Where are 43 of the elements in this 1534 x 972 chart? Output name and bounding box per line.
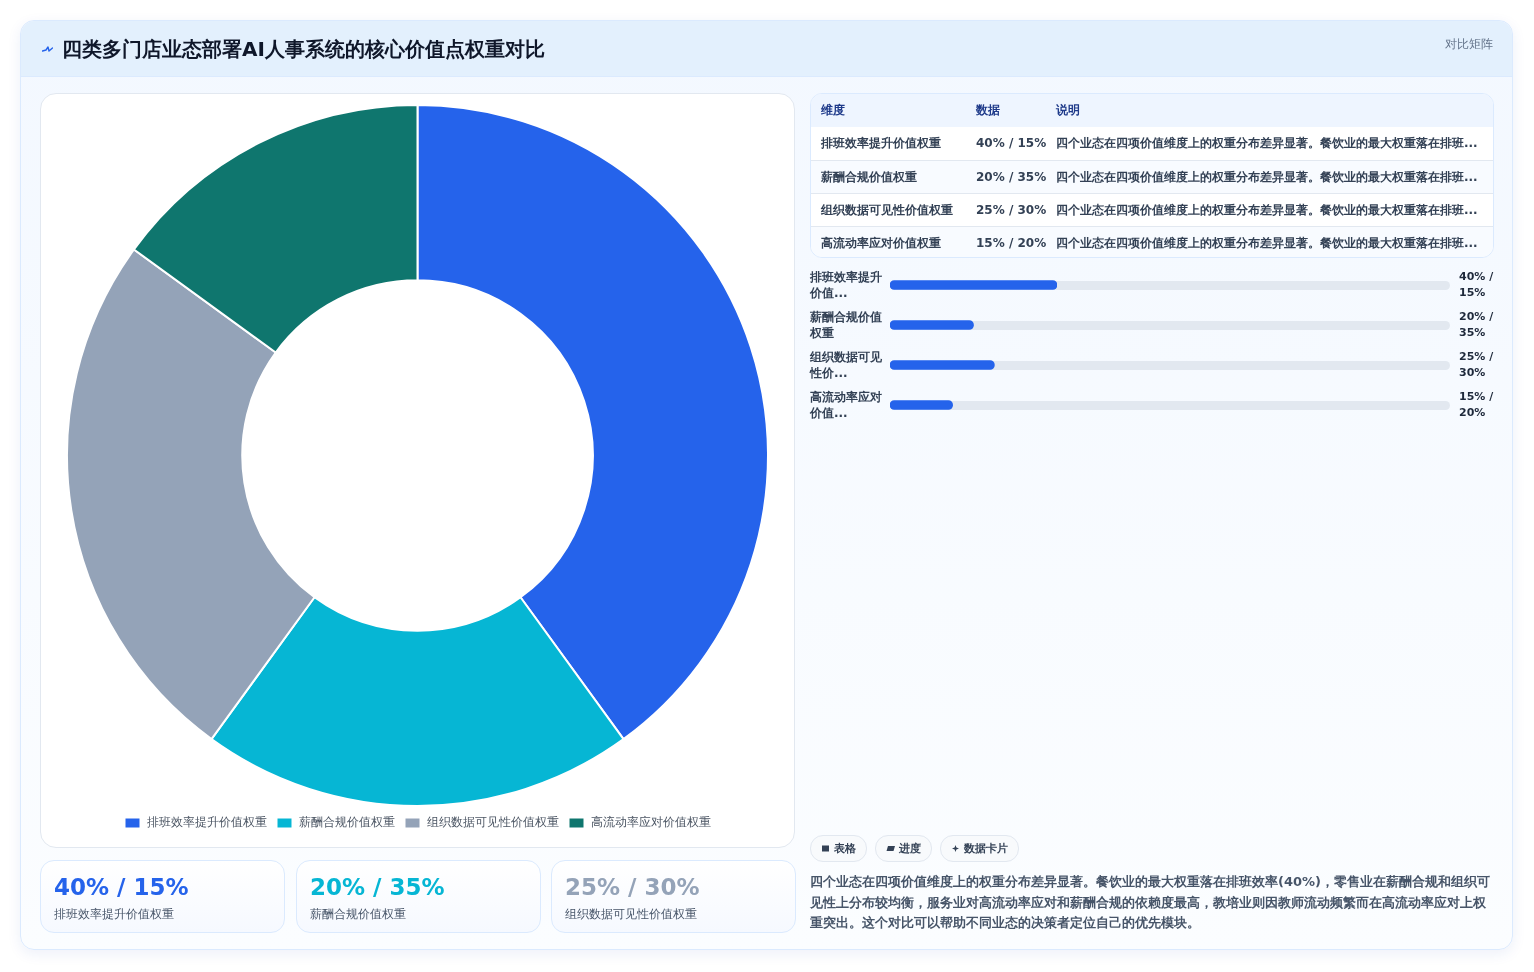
data-label: 15% / 20%: [1459, 389, 1495, 421]
bar: [890, 320, 974, 330]
text: 组织数据可见性价值权重: [821, 202, 953, 219]
text: 40% / 15%: [54, 874, 189, 900]
category-label: 组织数据可见性价值权重: [565, 906, 697, 922]
data-label: 25% / 30%: [1459, 349, 1495, 381]
chart-title: 四类多门店业态部署AI人事系统的核心价值点权重对比: [62, 36, 545, 62]
bar: [890, 360, 995, 370]
legend-label: 高流动率应对价值权重: [590, 815, 711, 830]
text: 对比矩阵: [1444, 36, 1493, 52]
text: 四个业态在四项价值维度上的权重分布差异显著。餐饮业的最大权重落在排班...: [1056, 202, 1478, 219]
category-label: 维度: [821, 102, 845, 119]
text: 四个业态在四项价值维度上的权重分布差异显著。餐饮业的最大权重落在排班...: [1056, 235, 1478, 252]
y-tick-label: 组织数据可见性价...: [810, 349, 883, 381]
bar: [890, 280, 1057, 290]
category-label: 说明: [1056, 102, 1080, 119]
category-label: 排班效率提升价值权重: [54, 906, 174, 922]
text: 四个业态在四项价值维度上的权重分布差异显著。餐饮业的最大权重落在排班...: [1056, 135, 1478, 152]
category-label: 数据: [976, 102, 1000, 119]
y-tick-label: 排班效率提升价值...: [810, 269, 883, 301]
data-label: 40% / 15%: [1459, 269, 1495, 301]
text: 高流动率应对价值权重: [821, 235, 941, 252]
text: 进度: [899, 841, 921, 856]
category-label: 薪酬合规价值权重: [310, 906, 406, 922]
text: 25% / 30%: [565, 874, 700, 900]
text: 15% / 20%: [976, 235, 1047, 252]
text: 四个业态在四项价值维度上的权重分布差异显著。餐饮业的最大权重落在排班...: [1056, 169, 1478, 186]
data-label: 20% / 35%: [1459, 309, 1495, 341]
y-tick-label: 薪酬合规价值权重: [810, 309, 883, 341]
text: 40% / 15%: [976, 135, 1047, 152]
text: 四个业态在四项价值维度上的权重分布差异显著。餐饮业的最大权重落在排班效率(40%)，零售业在薪酬合规和组织可见性上分布较均衡，服务业对高流动率应对和薪酬合规的依赖度最高，教培业则因教师流动频繁而在高流动率应对上权重突出。这个对比可以帮助不同业态的决策者定位自己的优先模块。: [810, 873, 1491, 932]
text: 25% / 30%: [976, 202, 1047, 219]
legend-label: 排班效率提升价值权重: [146, 815, 267, 830]
text: 表格: [834, 841, 856, 856]
legend-label: 组织数据可见性价值权重: [426, 815, 559, 830]
bar: [890, 400, 953, 410]
y-tick-label: 高流动率应对价值...: [810, 389, 883, 421]
text: 20% / 35%: [976, 169, 1047, 186]
text: 薪酬合规价值权重: [821, 169, 917, 186]
text: 数据卡片: [964, 841, 1008, 856]
text: 排班效率提升价值权重: [821, 135, 941, 152]
text: 20% / 35%: [310, 874, 445, 900]
legend-label: 薪酬合规价值权重: [298, 815, 395, 830]
